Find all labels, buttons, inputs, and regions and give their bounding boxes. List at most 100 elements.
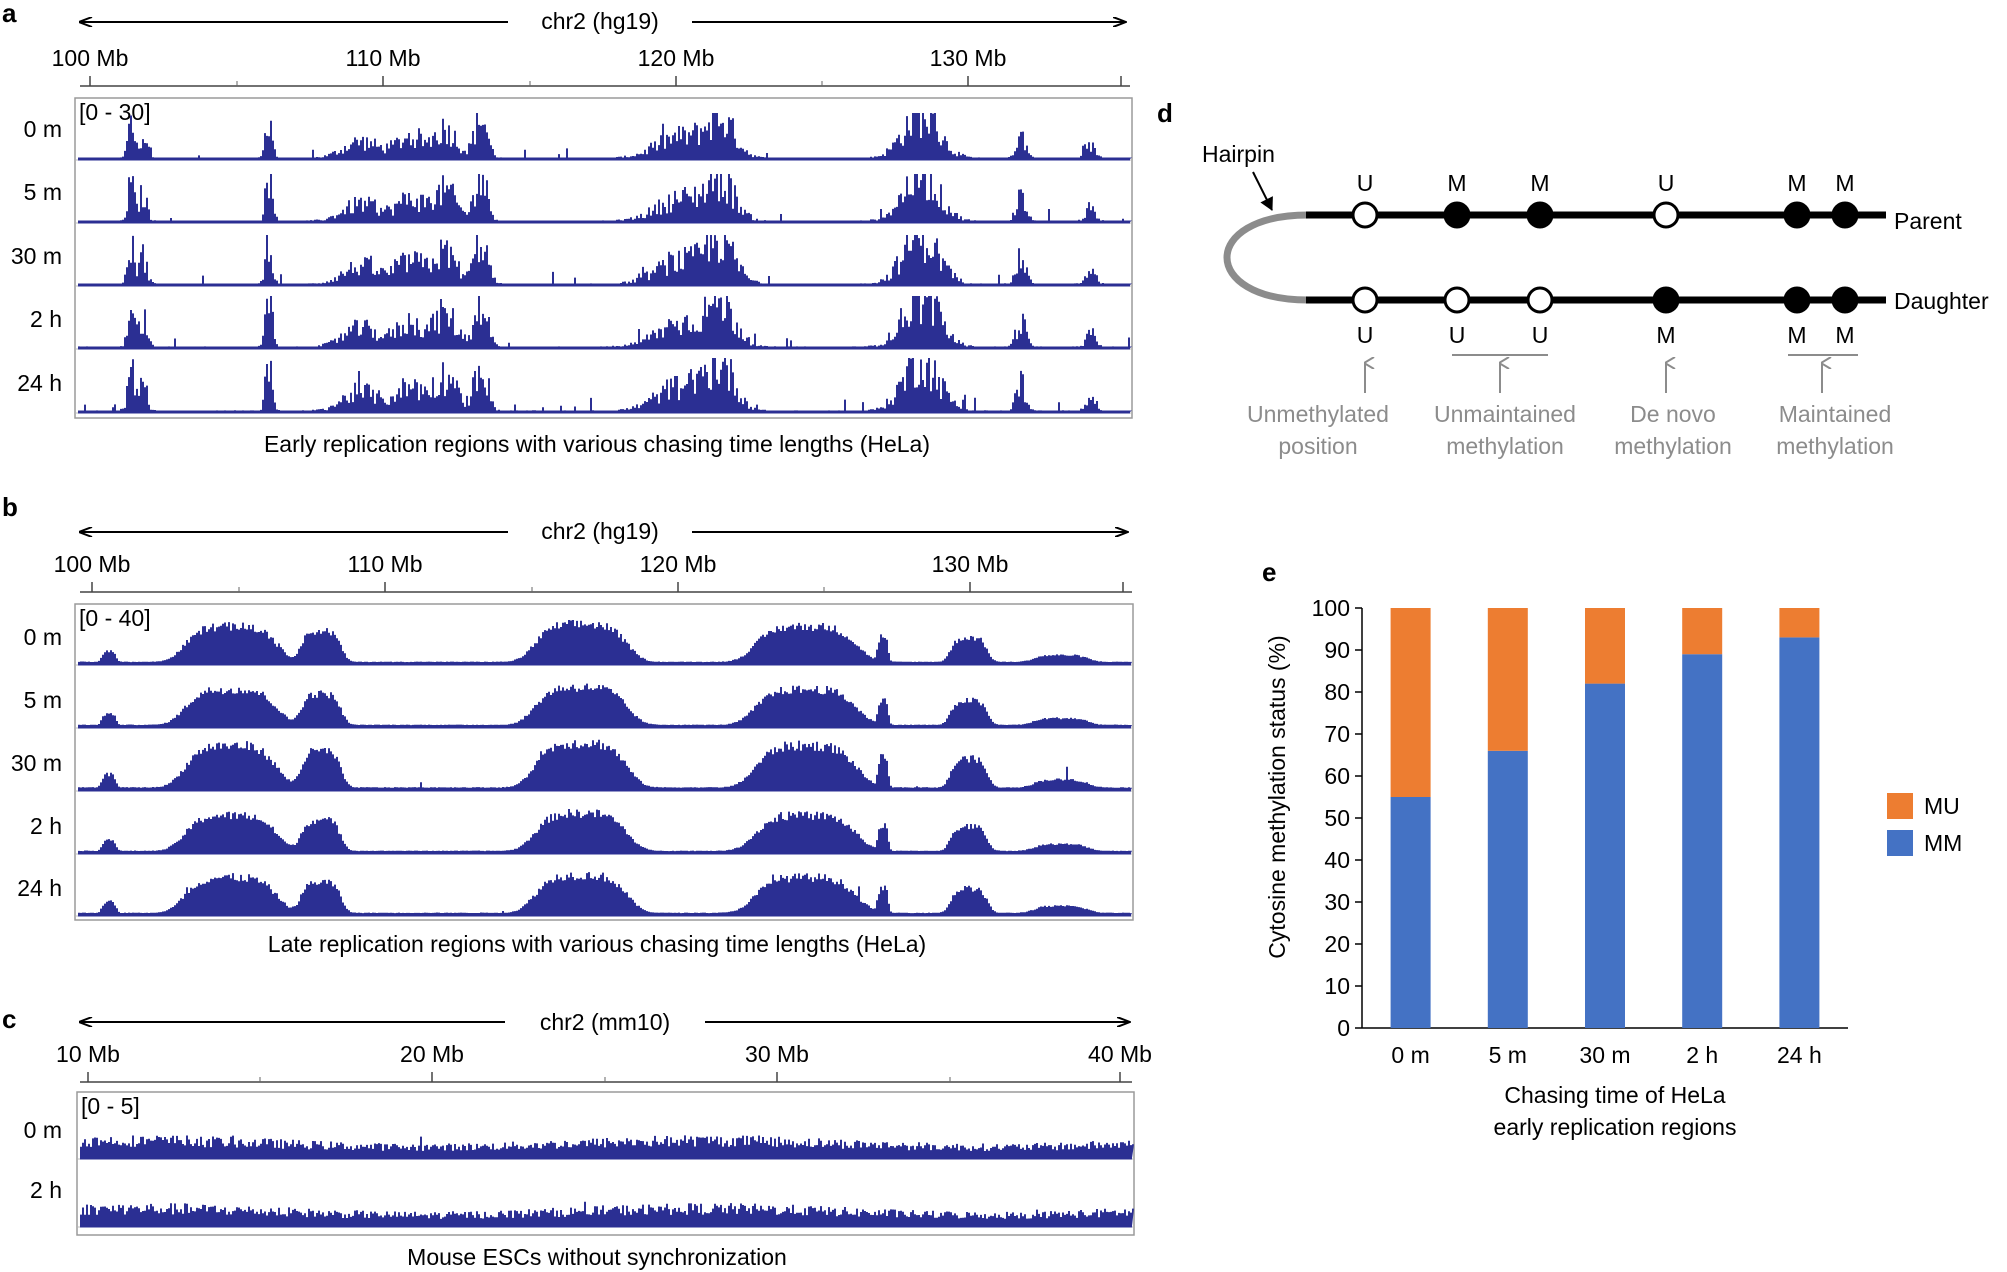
daughter-site-label: U	[1357, 322, 1374, 348]
track-frame	[74, 603, 1134, 921]
y-tick-label: 80	[1324, 679, 1350, 705]
y-tick-label: 100	[1312, 595, 1350, 621]
x-tick-label: 2 h	[1686, 1042, 1718, 1068]
coverage-signal	[78, 113, 1132, 159]
track-label: 0 m	[24, 1117, 62, 1143]
parent-site-methylated	[1831, 201, 1859, 229]
tick-label: 30 Mb	[745, 1041, 809, 1067]
note-line2: methylation	[1446, 433, 1564, 459]
cpg-sites: U M M U M M U U U M M M	[1351, 170, 1859, 348]
chrom-label: chr2 (hg19)	[541, 8, 659, 34]
bar-mu	[1487, 608, 1528, 751]
daughter-site-unmethylated	[1526, 286, 1554, 314]
coverage-signal	[78, 809, 1132, 853]
coverage-signal	[80, 1135, 1134, 1158]
note-line1: Unmaintained	[1434, 401, 1576, 427]
stacked-bar-chart: 0 10 20 30 40 50 60 70 80 90 100 0 m 5 m 30 m 2 h 24 h	[1312, 595, 1848, 1068]
panel-e-letter: e	[1262, 557, 1276, 587]
track-label: 2 h	[30, 306, 62, 332]
parent-site-methylated	[1443, 201, 1471, 229]
tick-label: 120 Mb	[638, 45, 715, 71]
track-label: 2 h	[30, 1177, 62, 1203]
daughter-site-label: M	[1787, 322, 1806, 348]
legend-swatch-mu	[1887, 793, 1913, 819]
legend-label-mu: MU	[1924, 793, 1960, 819]
x-axis-label-line1: Chasing time of HeLa	[1504, 1082, 1725, 1108]
parent-site-unmethylated	[1652, 201, 1680, 229]
track-label: 24 h	[17, 370, 62, 396]
panel-a-caption: Early replication regions with various c…	[264, 431, 930, 457]
panel-b-caption: Late replication regions with various ch…	[268, 931, 926, 957]
tick-label: 110 Mb	[347, 551, 422, 577]
coverage-signal	[80, 1201, 1134, 1226]
note-line2: methylation	[1776, 433, 1894, 459]
coverage-signal	[78, 174, 1132, 222]
x-tick-label: 0 m	[1391, 1042, 1429, 1068]
parent-site-unmethylated	[1351, 201, 1379, 229]
hairpin-label: Hairpin	[1202, 141, 1275, 167]
track-label: 30 m	[11, 750, 62, 776]
y-tick-label: 70	[1324, 721, 1350, 747]
chrom-label: chr2 (mm10)	[540, 1009, 670, 1035]
coverage-signal	[78, 358, 1132, 412]
coverage-signal	[78, 235, 1132, 285]
bar-mm	[1487, 750, 1528, 1028]
panel-c-caption: Mouse ESCs without synchronization	[407, 1244, 787, 1270]
tick-label: 110 Mb	[345, 45, 420, 71]
tick-label: 130 Mb	[932, 551, 1009, 577]
panel-d: d Hairpin Parent Daughter U M M U M M U U U M M M U…	[1157, 98, 1989, 459]
y-axis-label: Cytosine methylation status (%)	[1264, 635, 1290, 958]
tick-label: 40 Mb	[1088, 1041, 1152, 1067]
coverage-signal	[78, 872, 1132, 915]
bar-mm	[1390, 797, 1431, 1028]
x-tick-label: 5 m	[1489, 1042, 1527, 1068]
y-tick-label: 90	[1324, 637, 1350, 663]
parent-site-methylated	[1526, 201, 1554, 229]
parent-site-label: U	[1658, 170, 1675, 196]
daughter-site-unmethylated	[1443, 286, 1471, 314]
parent-site-label: M	[1447, 170, 1466, 196]
legend-swatch-mm	[1887, 830, 1913, 856]
coverage-signal	[78, 683, 1132, 727]
ruler	[80, 76, 1130, 87]
y-tick-label: 0	[1337, 1015, 1350, 1041]
tick-label: 130 Mb	[930, 45, 1007, 71]
parent-site-label: U	[1357, 170, 1374, 196]
coverage-signal	[78, 620, 1132, 664]
y-tick-label: 10	[1324, 973, 1350, 999]
data-range: [0 - 30]	[79, 99, 151, 125]
note-line1: Unmethylated	[1247, 401, 1389, 427]
daughter-site-label: M	[1835, 322, 1854, 348]
panel-e: e Cytosine methylation status (%) 0 10 20 3…	[1262, 557, 1962, 1140]
panel-a: a chr2 (hg19) 100 Mb 110 Mb 120 Mb 130 M…	[2, 0, 1133, 457]
tick-label: 100 Mb	[52, 45, 129, 71]
data-range: [0 - 40]	[79, 605, 151, 631]
note-line2: position	[1278, 433, 1357, 459]
parent-site-label: M	[1835, 170, 1854, 196]
track-frame	[74, 97, 1133, 419]
bar-mu	[1390, 608, 1431, 797]
daughter-site-label: U	[1449, 322, 1466, 348]
panel-a-letter: a	[2, 0, 17, 28]
bar-mm	[1585, 683, 1625, 1028]
bar-mm	[1682, 654, 1723, 1028]
parent-site-label: M	[1530, 170, 1549, 196]
daughter-site-unmethylated	[1351, 286, 1379, 314]
y-tick-label: 40	[1324, 847, 1350, 873]
parent-label: Parent	[1894, 208, 1962, 234]
panel-c-letter: c	[2, 1004, 16, 1034]
note-line2: methylation	[1614, 433, 1732, 459]
track-label: 0 m	[24, 116, 62, 142]
track-label: 0 m	[24, 624, 62, 650]
hairpin-pointer	[1252, 171, 1273, 211]
bar-mu	[1585, 608, 1625, 684]
bar-mm	[1779, 637, 1820, 1028]
track-label: 5 m	[24, 179, 62, 205]
daughter-label: Daughter	[1894, 288, 1989, 314]
track-label: 24 h	[17, 875, 62, 901]
parent-site-methylated	[1783, 201, 1811, 229]
note-line1: De novo	[1630, 401, 1716, 427]
bar-mu	[1779, 608, 1820, 638]
y-tick-label: 30	[1324, 889, 1350, 915]
